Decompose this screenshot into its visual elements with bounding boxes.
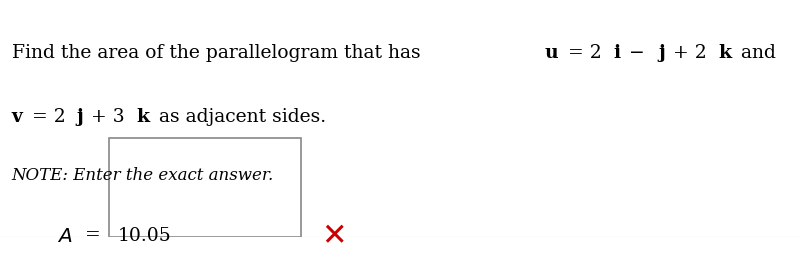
Text: = 2: = 2: [562, 44, 602, 62]
Text: = 2: = 2: [26, 108, 65, 125]
Text: k: k: [136, 108, 149, 125]
Text: =: =: [85, 226, 101, 244]
Text: + 2: + 2: [667, 44, 707, 62]
Text: k: k: [719, 44, 731, 62]
Text: Find the area of the parallelogram that has: Find the area of the parallelogram that …: [12, 44, 427, 62]
Text: and: and: [735, 44, 776, 62]
Text: v: v: [12, 108, 22, 125]
Text: + 3: + 3: [85, 108, 125, 125]
Text: as adjacent sides.: as adjacent sides.: [153, 108, 326, 125]
Text: j: j: [658, 44, 665, 62]
Text: 10.05: 10.05: [117, 226, 171, 244]
Text: u: u: [545, 44, 558, 62]
Text: i: i: [614, 44, 621, 62]
FancyBboxPatch shape: [109, 138, 301, 237]
Text: $A$: $A$: [57, 226, 73, 245]
Text: NOTE: Enter the exact answer.: NOTE: Enter the exact answer.: [12, 167, 274, 184]
Text: −: −: [622, 44, 650, 62]
Text: ✕: ✕: [321, 221, 346, 250]
Text: j: j: [77, 108, 83, 125]
